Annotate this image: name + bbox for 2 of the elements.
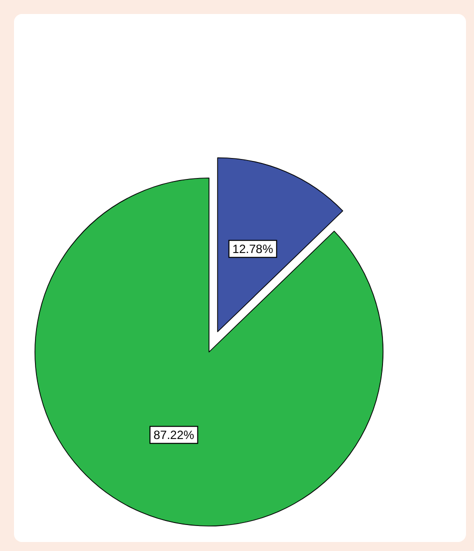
data-label: 87.22% xyxy=(153,428,195,442)
data-label: 12.78% xyxy=(232,242,274,256)
